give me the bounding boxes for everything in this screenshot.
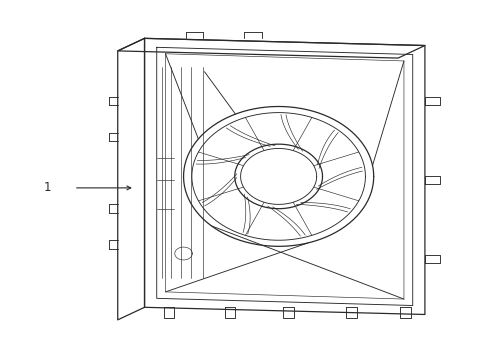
Text: 1: 1 (43, 181, 51, 194)
